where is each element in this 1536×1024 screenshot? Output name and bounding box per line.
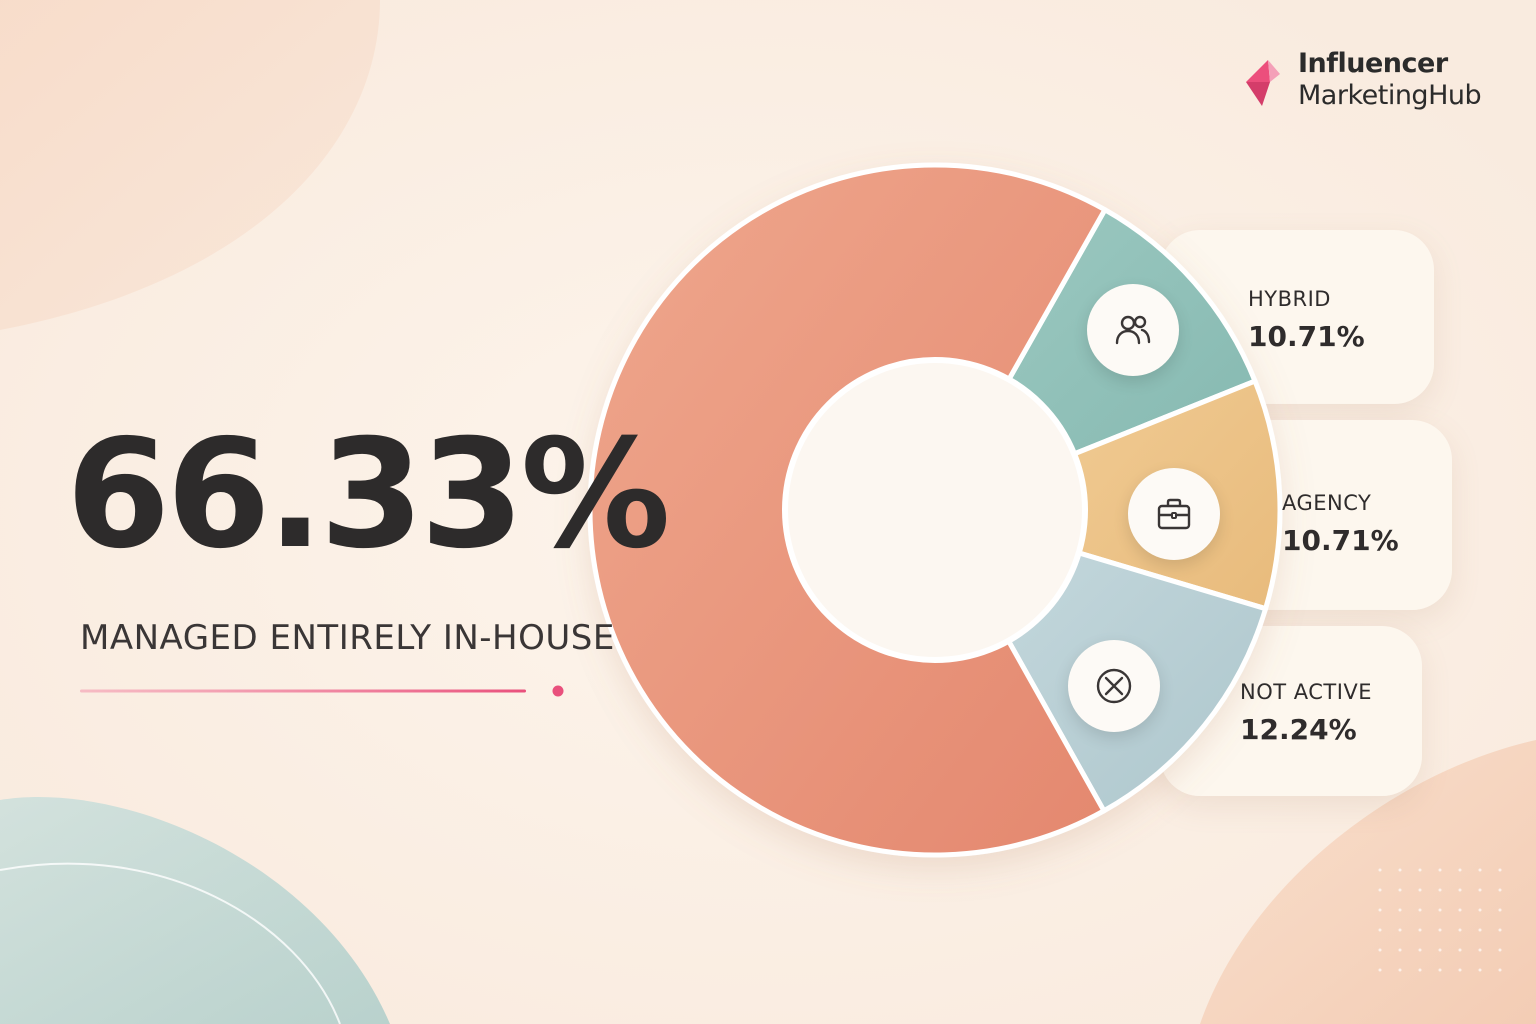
- donut-hole: [782, 357, 1088, 663]
- users-icon: [1115, 315, 1151, 345]
- legend-label-not-active: NOT ACTIVE: [1240, 680, 1373, 704]
- circle-x-icon: [1096, 668, 1132, 704]
- legend-value-hybrid: 10.71%: [1248, 320, 1365, 353]
- headline-label: MANAGED ENTIRELY IN-HOUSE: [80, 618, 615, 658]
- brand-logo-mark: [1246, 60, 1280, 106]
- brand-name-line1: Influencer: [1298, 48, 1448, 79]
- brand-name-line2: MarketingHub: [1298, 80, 1482, 111]
- agency-icon-badge: [1128, 468, 1220, 560]
- accent-rule: [80, 685, 564, 697]
- legend-value-not-active: 12.24%: [1240, 713, 1357, 746]
- briefcase-icon: [1157, 498, 1191, 530]
- dot-grid: [1378, 868, 1502, 972]
- legend-label-hybrid: HYBRID: [1248, 287, 1331, 311]
- hybrid-icon-badge: [1087, 284, 1179, 376]
- legend-value-agency: 10.71%: [1282, 524, 1399, 557]
- brand-logo: Influencer MarketingHub: [1240, 48, 1520, 112]
- legend-label-agency: AGENCY: [1282, 491, 1372, 515]
- not-active-icon-badge: [1068, 640, 1160, 732]
- headline-value: 66.33%: [66, 408, 671, 582]
